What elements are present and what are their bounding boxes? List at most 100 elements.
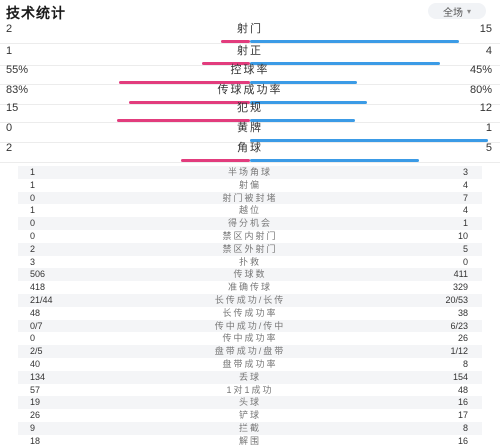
home-value: 0 xyxy=(30,192,36,203)
stat-label: 传中成功/传中 xyxy=(214,320,286,331)
stats-header: 技术统计 全场 ▾ xyxy=(0,0,500,22)
home-value: 134 xyxy=(30,371,46,382)
away-value: 17 xyxy=(457,410,468,421)
table-row: 19 头球 16 xyxy=(18,396,482,410)
stat-label: 得分机会 xyxy=(227,218,272,229)
away-bar-fill xyxy=(250,81,357,84)
home-value: 48 xyxy=(30,307,41,318)
away-value: 4 xyxy=(462,205,468,216)
period-filter-dropdown[interactable]: 全场 ▾ xyxy=(428,3,486,19)
home-value: 1 xyxy=(6,45,13,57)
away-value: 48 xyxy=(457,384,468,395)
home-value: 2 xyxy=(30,243,36,254)
table-row: 18 解围 16 xyxy=(18,435,482,448)
table-row: 9 拦截 8 xyxy=(18,421,482,435)
stats-table: 1 半场角球 3 1 射偏 4 0 射门被封堵 7 1 越位 4 0 得分机会 1 0 禁区内射门 10 2 禁区外射… xyxy=(18,166,482,448)
table-row: 1 半场角球 3 xyxy=(18,166,482,179)
away-bar-track xyxy=(250,101,488,104)
table-row: 134 丢球 154 xyxy=(18,370,482,384)
home-value: 40 xyxy=(30,358,41,369)
table-row: 0/7 传中成功/传中 6/23 xyxy=(18,319,482,333)
stat-label: 越位 xyxy=(238,205,261,216)
home-value: 1 xyxy=(30,205,36,216)
stat-label: 铲球 xyxy=(238,410,261,421)
stat-label: 扑救 xyxy=(238,256,261,267)
table-row: 26 铲球 17 xyxy=(18,409,482,422)
away-bar-fill xyxy=(250,62,440,65)
away-value: 10 xyxy=(457,230,468,241)
away-bar-fill xyxy=(250,40,459,43)
away-value: 15 xyxy=(479,23,492,35)
chevron-down-icon: ▾ xyxy=(466,6,471,16)
stat-label: 射正 xyxy=(237,45,263,57)
table-row: 48 长传成功率 38 xyxy=(18,307,482,320)
stat-label: 射偏 xyxy=(238,179,261,190)
stat-label: 拦截 xyxy=(238,422,261,433)
away-bar-track xyxy=(250,40,488,43)
home-value: 0 xyxy=(30,218,36,229)
stat-label: 半场角球 xyxy=(227,167,272,177)
away-bar-fill xyxy=(250,119,355,122)
stat-label: 头球 xyxy=(238,397,261,408)
table-row: 57 1对1成功 48 xyxy=(18,384,482,397)
divider xyxy=(0,162,500,163)
stat-bar-row: 83% 传球成功率 80% xyxy=(0,83,500,109)
away-bar-track xyxy=(250,139,488,142)
home-bar-track xyxy=(12,159,250,162)
stat-label: 盘带成功/盘带 xyxy=(214,346,286,357)
stat-bar-row: 2 射门 15 xyxy=(0,22,500,48)
stat-label: 射门 xyxy=(237,23,263,35)
away-bar-fill xyxy=(250,101,367,104)
away-value: 5 xyxy=(462,243,468,254)
table-row: 0 射门被封堵 7 xyxy=(18,191,482,205)
table-row: 1 射偏 4 xyxy=(18,179,482,192)
away-value: 45% xyxy=(469,64,492,76)
period-filter-label: 全场 xyxy=(442,7,463,19)
home-value: 2 xyxy=(6,142,13,154)
stat-label: 传中成功率 xyxy=(222,333,278,344)
stat-label: 1对1成功 xyxy=(226,384,274,395)
home-value: 18 xyxy=(30,435,41,446)
away-value: 1 xyxy=(462,218,468,229)
home-bar-fill xyxy=(202,62,250,65)
home-value: 57 xyxy=(30,384,41,395)
home-bar-fill xyxy=(117,119,250,122)
away-value: 4 xyxy=(462,179,468,190)
table-row: 21/44 长传成功/长传 20/53 xyxy=(18,293,482,307)
table-row: 40 盘带成功率 8 xyxy=(18,358,482,371)
home-bar-fill xyxy=(181,159,250,162)
table-row: 0 禁区内射门 10 xyxy=(18,230,482,243)
stat-label: 准确传球 xyxy=(227,282,272,293)
home-value: 55% xyxy=(6,64,29,76)
stat-bar-row: 0 黄牌 1 xyxy=(0,121,500,147)
away-value: 1 xyxy=(485,122,492,134)
home-value: 9 xyxy=(30,422,36,433)
home-bar-fill xyxy=(129,101,250,104)
away-bar-fill xyxy=(250,159,419,162)
stat-label: 传球数 xyxy=(233,269,267,280)
stat-bar-row: 1 射正 4 xyxy=(0,44,500,70)
away-value: 20/53 xyxy=(445,294,468,305)
stat-label: 传球成功率 xyxy=(217,84,283,96)
divider xyxy=(0,43,500,44)
home-value: 1 xyxy=(30,179,36,190)
stat-label: 黄牌 xyxy=(237,122,263,134)
table-row: 3 扑救 0 xyxy=(18,256,482,269)
home-value: 21/44 xyxy=(30,294,53,305)
stat-label: 解围 xyxy=(238,435,261,446)
home-value: 26 xyxy=(30,410,41,421)
stat-label: 长传成功/长传 xyxy=(214,294,286,305)
home-value: 2 xyxy=(6,23,13,35)
away-bar-track xyxy=(250,159,488,162)
home-bar-track xyxy=(12,81,250,84)
table-row: 2/5 盘带成功/盘带 1/12 xyxy=(18,345,482,358)
table-row: 418 准确传球 329 xyxy=(18,281,482,294)
home-bar-track xyxy=(12,40,250,43)
home-bar-track xyxy=(12,101,250,104)
home-value: 506 xyxy=(30,269,46,280)
stat-bar-row: 2 角球 5 xyxy=(0,141,500,167)
home-value: 0 xyxy=(30,333,36,344)
away-value: 38 xyxy=(457,307,468,318)
home-value: 1 xyxy=(30,167,36,177)
away-value: 154 xyxy=(452,371,468,382)
